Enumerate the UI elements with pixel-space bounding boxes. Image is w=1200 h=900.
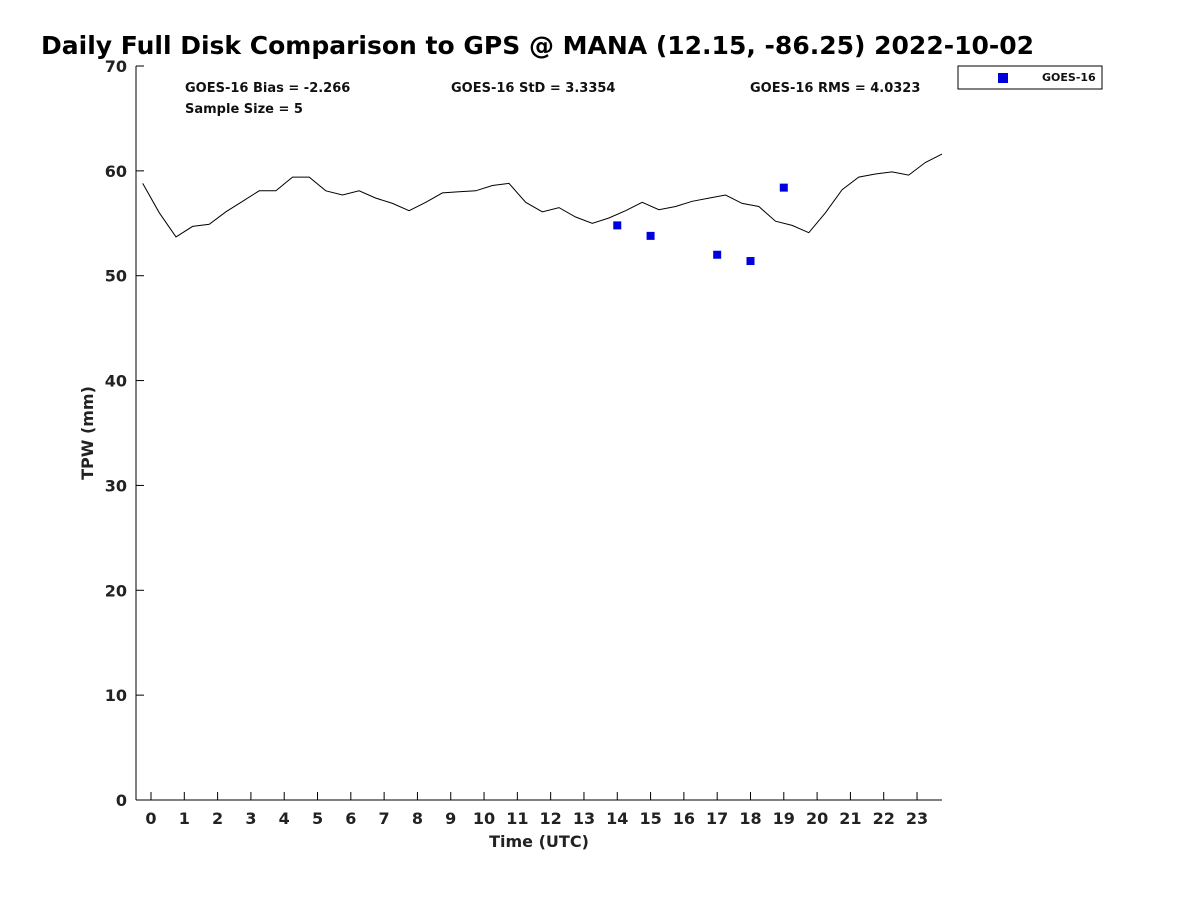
x-tick-label: 15	[639, 809, 661, 828]
x-tick-label: 7	[379, 809, 390, 828]
goes16-point	[613, 221, 622, 230]
stat-bias: GOES-16 Bias = -2.266	[185, 81, 350, 96]
x-axis-ticks: 0 1 2 3 4 5 6 7 8 9 10 11 12 13 14 15 16 17 18 19 20 21 22 23	[145, 792, 928, 828]
x-tick-label: 14	[606, 809, 628, 828]
x-tick-label: 9	[445, 809, 456, 828]
x-tick-label: 4	[279, 809, 290, 828]
x-tick-label: 19	[773, 809, 795, 828]
x-tick-label: 5	[312, 809, 323, 828]
x-tick-label: 21	[839, 809, 861, 828]
x-tick-label: 17	[706, 809, 728, 828]
goes16-points-layer	[613, 183, 788, 266]
y-tick-label: 50	[105, 267, 127, 286]
x-tick-label: 16	[673, 809, 695, 828]
x-tick-label: 18	[739, 809, 761, 828]
y-tick-label: 30	[105, 476, 127, 495]
x-tick-label: 20	[806, 809, 828, 828]
x-tick-label: 12	[540, 809, 562, 828]
x-tick-label: 2	[212, 809, 223, 828]
legend-label-goes16: GOES-16	[1042, 71, 1096, 84]
stat-std: GOES-16 StD = 3.3354	[451, 81, 615, 96]
stat-sample-size: Sample Size = 5	[185, 102, 303, 117]
x-tick-label: 22	[873, 809, 895, 828]
x-tick-label: 10	[473, 809, 495, 828]
y-tick-label: 60	[105, 162, 127, 181]
x-tick-label: 13	[573, 809, 595, 828]
gps-line-layer	[142, 153, 943, 238]
y-tick-label: 20	[105, 581, 127, 600]
y-axis-ticks: 0 10 20 30 40 50 60 70	[105, 57, 144, 810]
x-tick-label: 11	[506, 809, 528, 828]
x-tick-label: 6	[345, 809, 356, 828]
legend: GOES-16	[957, 65, 1103, 90]
x-axis-label: Time (UTC)	[489, 832, 589, 851]
x-tick-label: 3	[245, 809, 256, 828]
x-tick-label: 23	[906, 809, 928, 828]
chart-title: Daily Full Disk Comparison to GPS @ MANA…	[41, 31, 1034, 60]
goes16-point	[746, 257, 755, 266]
legend-box	[957, 65, 1103, 90]
x-tick-label: 1	[179, 809, 190, 828]
stat-rms: GOES-16 RMS = 4.0323	[750, 81, 920, 96]
goes16-point	[646, 231, 655, 240]
gps-tpw-line	[142, 153, 943, 238]
y-tick-label: 40	[105, 372, 127, 391]
goes16-point	[713, 250, 722, 259]
legend-marker-goes16	[998, 73, 1008, 83]
y-axis-label: TPW (mm)	[78, 386, 97, 480]
y-tick-label: 0	[116, 791, 127, 810]
y-tick-label: 70	[105, 57, 127, 76]
x-tick-label: 0	[145, 809, 156, 828]
y-tick-label: 10	[105, 686, 127, 705]
goes16-point	[779, 183, 788, 192]
x-tick-label: 8	[412, 809, 423, 828]
